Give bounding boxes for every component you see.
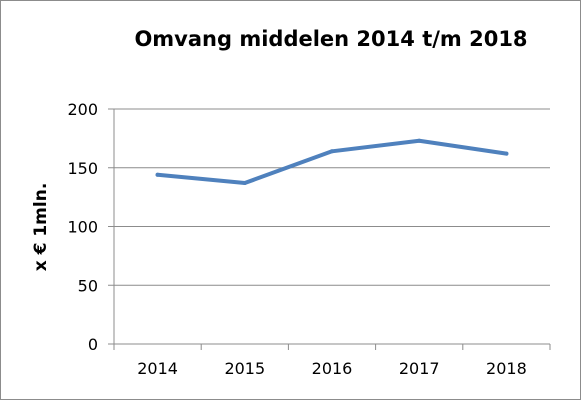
x-tick-label: 2017 — [399, 359, 440, 378]
x-tick-label: 2018 — [486, 359, 527, 378]
x-tick-labels: 2014 2015 2016 2017 2018 — [137, 359, 527, 378]
data-point-2018 — [504, 151, 509, 156]
series-layer — [155, 138, 509, 186]
y-tick-labels: 0 50 100 150 200 — [67, 100, 98, 354]
y-axis-label: x € 1mln. — [31, 183, 51, 272]
x-tick-label: 2015 — [224, 359, 265, 378]
x-tick-label: 2014 — [137, 359, 178, 378]
data-point-2017 — [417, 138, 422, 143]
axes — [108, 108, 551, 350]
x-tick-label: 2016 — [312, 359, 353, 378]
chart-title: Omvang middelen 2014 t/m 2018 — [134, 27, 527, 51]
data-point-2014 — [155, 172, 160, 177]
data-point-2016 — [330, 149, 334, 154]
series-line-0 — [155, 138, 509, 186]
y-tick-label: 200 — [67, 100, 98, 119]
data-point-2015 — [242, 181, 247, 186]
y-tick-label: 50 — [78, 276, 98, 295]
gridlines — [114, 108, 550, 286]
y-tick-label: 100 — [67, 218, 98, 237]
y-tick-label: 150 — [67, 159, 98, 178]
y-tick-label: 0 — [88, 335, 98, 354]
